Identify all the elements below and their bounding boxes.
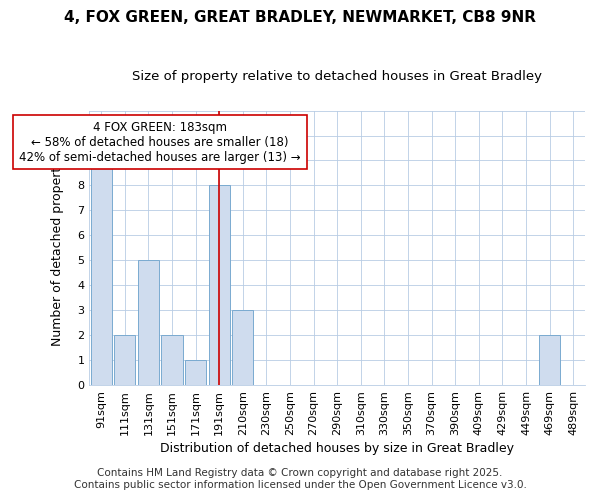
Text: 4 FOX GREEN: 183sqm
← 58% of detached houses are smaller (18)
42% of semi-detach: 4 FOX GREEN: 183sqm ← 58% of detached ho… [19,120,301,164]
X-axis label: Distribution of detached houses by size in Great Bradley: Distribution of detached houses by size … [160,442,514,455]
Bar [91,160,112,385]
Text: 4, FOX GREEN, GREAT BRADLEY, NEWMARKET, CB8 9NR: 4, FOX GREEN, GREAT BRADLEY, NEWMARKET, … [64,10,536,25]
Bar [232,310,253,385]
Bar [161,335,182,385]
Bar [138,260,159,385]
Title: Size of property relative to detached houses in Great Bradley: Size of property relative to detached ho… [132,70,542,83]
Bar [185,360,206,385]
Bar [539,335,560,385]
Text: Contains HM Land Registry data © Crown copyright and database right 2025.
Contai: Contains HM Land Registry data © Crown c… [74,468,526,490]
Bar [209,186,230,385]
Bar [114,335,136,385]
Y-axis label: Number of detached properties: Number of detached properties [50,150,64,346]
